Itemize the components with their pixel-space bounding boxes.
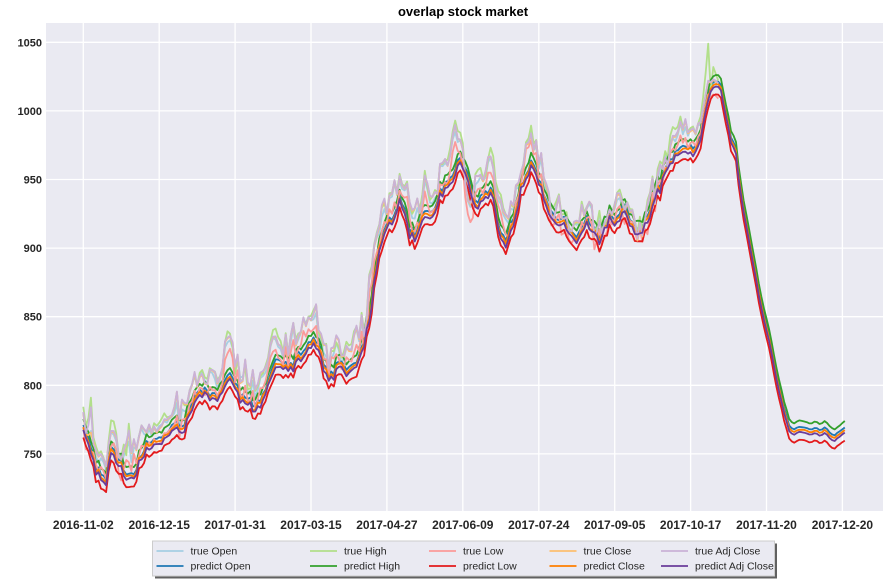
svg-text:2016-12-15: 2016-12-15	[129, 518, 191, 532]
svg-text:800: 800	[24, 380, 42, 392]
svg-text:2017-07-24: 2017-07-24	[508, 518, 570, 532]
svg-text:true Adj Close: true Adj Close	[695, 546, 761, 558]
svg-text:predict High: predict High	[344, 561, 400, 573]
svg-text:950: 950	[24, 175, 42, 187]
svg-text:predict Low: predict Low	[463, 561, 517, 573]
svg-text:1000: 1000	[18, 106, 42, 118]
svg-text:850: 850	[24, 312, 42, 324]
svg-text:1050: 1050	[18, 37, 42, 49]
svg-text:predict Adj Close: predict Adj Close	[695, 561, 774, 573]
svg-text:predict Open: predict Open	[191, 561, 251, 573]
svg-text:2017-06-09: 2017-06-09	[432, 518, 494, 532]
svg-text:true Open: true Open	[191, 546, 238, 558]
svg-text:750: 750	[24, 449, 42, 461]
svg-text:true High: true High	[344, 546, 387, 558]
svg-text:2017-04-27: 2017-04-27	[356, 518, 418, 532]
svg-text:2017-09-05: 2017-09-05	[584, 518, 646, 532]
svg-text:true Close: true Close	[584, 546, 632, 558]
svg-text:true Low: true Low	[463, 546, 504, 558]
svg-text:predict Close: predict Close	[584, 561, 645, 573]
svg-text:2016-11-02: 2016-11-02	[53, 518, 114, 532]
svg-text:2017-11-20: 2017-11-20	[736, 518, 797, 532]
svg-text:2017-03-15: 2017-03-15	[280, 518, 342, 532]
svg-text:900: 900	[24, 243, 42, 255]
svg-text:overlap stock market: overlap stock market	[398, 4, 529, 19]
svg-text:2017-10-17: 2017-10-17	[660, 518, 722, 532]
svg-text:2017-01-31: 2017-01-31	[204, 518, 266, 532]
svg-text:2017-12-20: 2017-12-20	[812, 518, 874, 532]
